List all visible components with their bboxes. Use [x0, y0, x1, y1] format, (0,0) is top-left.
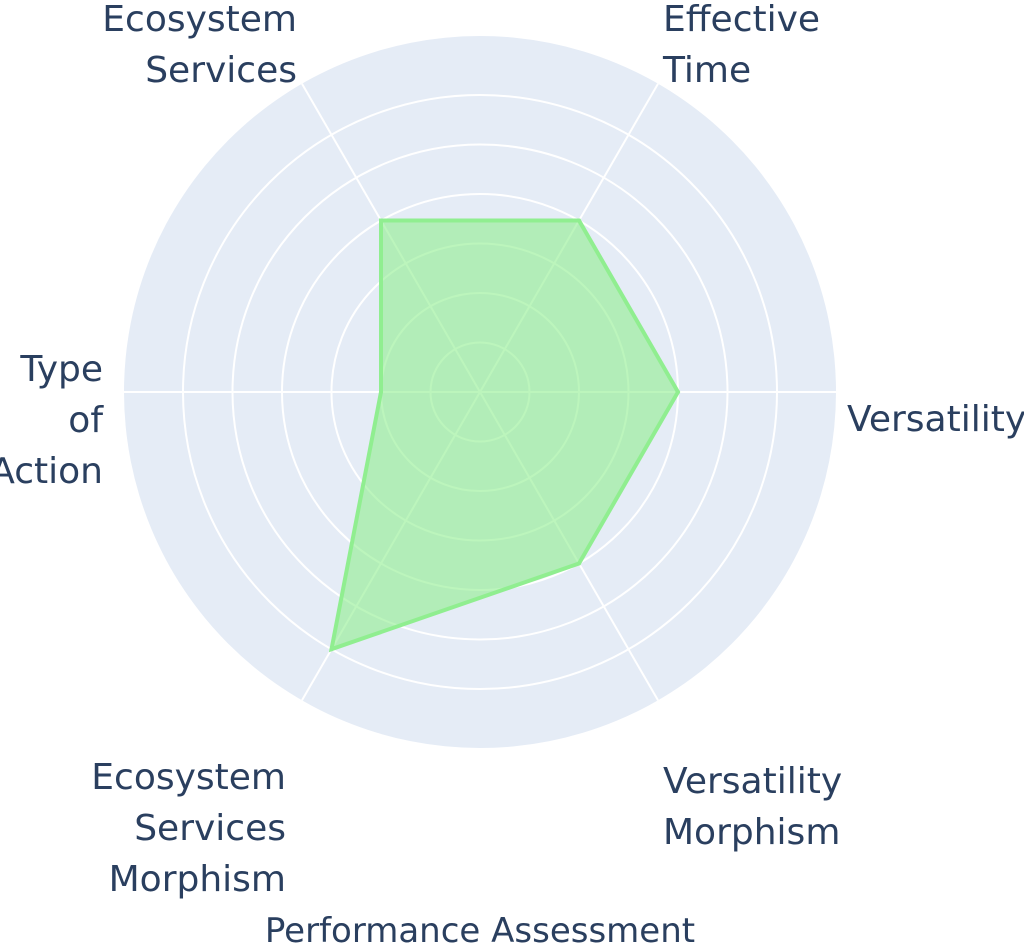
axis-label-line: Morphism — [663, 812, 840, 853]
data-point-2 — [577, 218, 581, 223]
axis-label-line: Effective — [663, 0, 820, 40]
axis-label-line: Ecosystem — [91, 757, 286, 798]
axis-label-line: Versatility — [847, 399, 1024, 440]
chart-title: Performance Assessment — [265, 911, 695, 948]
series-layer — [328, 218, 681, 653]
axis-label-line: Ecosystem — [102, 0, 297, 40]
axis-label-3: Ecosystem Services — [102, 0, 297, 91]
axis-label-2: Effective Time — [662, 0, 820, 91]
data-point-3 — [379, 218, 383, 223]
axis-label-line: Morphism — [109, 859, 286, 900]
axis-label-line: Services — [145, 50, 297, 91]
axis-label-line: Action — [0, 451, 103, 492]
data-point-6 — [577, 561, 581, 566]
axis-label-4: Type of Action — [0, 349, 104, 492]
axis-label-6: Versatility Morphism — [663, 761, 842, 853]
data-point-5 — [329, 647, 334, 652]
axis-label-line: Type — [19, 349, 103, 390]
axis-label-line: Time — [662, 50, 751, 91]
data-point-4 — [379, 390, 383, 394]
axis-label-line: Services — [134, 808, 286, 849]
axis-label-line: Versatility — [663, 761, 842, 802]
axis-label-5: Ecosystem Services Morphism — [91, 757, 286, 900]
axis-labels: Versatility Effective Time Ecosystem Service… — [0, 0, 1024, 900]
axis-label-1: Versatility — [847, 399, 1024, 440]
axis-label-line: of — [68, 400, 104, 441]
data-point-1 — [676, 390, 680, 394]
